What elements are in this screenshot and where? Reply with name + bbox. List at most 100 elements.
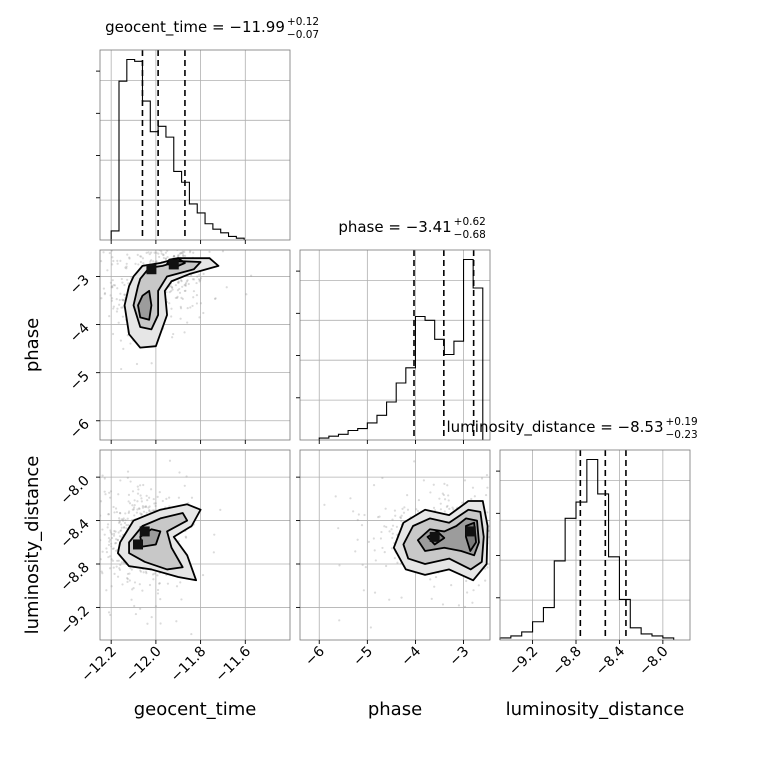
scatter-point [112,534,116,537]
scatter-point [110,585,113,588]
density-peak [429,531,440,542]
y-tick-label: −3 [67,272,93,298]
scatter-point [170,315,173,318]
scatter-point [145,511,148,514]
scatter-point [207,243,209,245]
scatter-point [107,513,110,516]
scatter-point [113,284,117,287]
scatter-point [472,589,475,592]
scatter-point [121,281,124,284]
scatter-point [172,332,175,336]
scatter-point [505,515,507,517]
scatter-point [182,254,185,257]
scatter-point [417,498,420,502]
scatter-point [561,482,563,484]
scatter-point [178,217,180,219]
scatter-point [100,558,102,561]
scatter-point [101,528,104,531]
scatter-point [338,564,341,567]
scatter-point [138,507,141,510]
scatter-point [438,497,441,500]
scatter-point [360,524,364,527]
scatter-point [103,292,106,296]
scatter-point [563,485,565,487]
scatter-point [95,248,97,250]
scatter-point [496,519,498,521]
scatter-point [139,607,142,610]
scatter-point [148,217,150,219]
scatter-point [139,569,142,572]
scatter-point [186,321,189,324]
scatter-point [109,531,112,534]
scatter-point [504,572,506,574]
scatter-point [491,517,493,519]
scatter-point [388,598,391,601]
scatter-point [364,566,367,569]
scatter-point [497,491,499,493]
scatter-point [508,526,510,528]
scatter-point [433,585,436,588]
contour-line [116,503,202,582]
scatter-point [101,474,104,477]
scatter-point [486,566,489,569]
scatter-point [494,531,496,533]
scatter-point [166,237,168,239]
scatter-point [442,493,445,497]
scatter-point [107,611,111,614]
scatter-point [503,503,505,505]
scatter-point [121,315,125,318]
scatter-point [135,511,139,514]
scatter-point [493,524,495,526]
scatter-point [148,247,150,249]
scatter-point [249,274,253,277]
scatter-point [505,528,507,530]
scatter-point [135,230,137,232]
histogram-luminosity_distance [499,458,675,640]
y-axis-label: phase [22,318,43,372]
scatter-point [138,507,141,510]
scatter-point [147,200,149,202]
scatter-point [415,508,418,511]
scatter-point [191,278,195,281]
scatter-point [147,251,150,254]
scatter-point [393,509,397,512]
scatter-point [369,626,372,629]
scatter-point [356,518,359,522]
scatter-point [473,495,476,498]
scatter-point [117,559,120,562]
x-tick-label: −6 [302,643,328,669]
scatter-point [174,284,177,287]
scatter-point [150,259,153,262]
scatter-point [441,603,445,606]
scatter-point [150,233,152,235]
scatter-point [150,362,153,365]
scatter-point [509,511,511,513]
scatter-point [168,291,171,294]
density-content [323,450,565,629]
scatter-point [148,508,151,512]
scatter-point [446,484,449,487]
scatter-point [491,543,493,545]
scatter-point [142,483,145,487]
scatter-point [103,291,107,295]
scatter-point [168,459,172,462]
scatter-point [488,536,490,539]
scatter-point [152,578,155,581]
scatter-point [177,281,180,284]
scatter-point [504,553,506,555]
scatter-point [186,307,189,310]
scatter-point [506,498,508,500]
scatter-point [176,295,179,298]
scatter-point [502,545,504,547]
scatter-point [504,506,506,508]
scatter-point [169,284,172,288]
scatter-point [501,505,503,507]
scatter-point [110,545,113,548]
scatter-point [62,229,64,231]
scatter-point [186,237,188,239]
scatter-point [158,491,161,494]
scatter-point [533,547,535,549]
scatter-point [178,291,182,294]
scatter-point [164,251,168,254]
scatter-point [213,533,216,536]
